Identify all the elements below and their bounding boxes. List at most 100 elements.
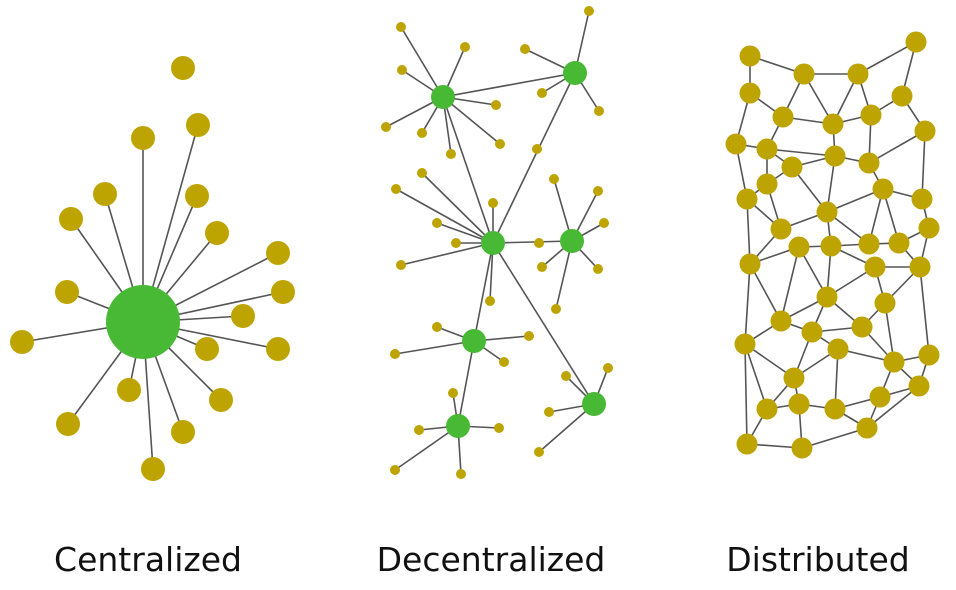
leaf-node <box>561 371 571 381</box>
mesh-edge <box>857 41 917 75</box>
mesh-node <box>872 178 894 200</box>
hub-link-edge <box>492 240 573 244</box>
mesh-node <box>781 156 803 178</box>
leaf-node <box>460 42 470 52</box>
leaf-node <box>499 357 509 367</box>
leaf-node <box>456 469 466 479</box>
mesh-edge <box>766 148 836 157</box>
peer-node <box>56 412 80 436</box>
mesh-edge <box>921 130 926 200</box>
leaf-node <box>495 139 505 149</box>
mesh-node <box>756 138 778 160</box>
leaf-node <box>534 447 544 457</box>
mesh-node <box>858 233 880 255</box>
leaf-edge <box>395 188 494 244</box>
relay-node <box>534 238 544 248</box>
leaf-node <box>494 423 504 433</box>
leaf-node <box>491 100 501 110</box>
hub-node <box>560 229 584 253</box>
mesh-node <box>874 292 896 314</box>
mesh-edge <box>919 266 930 356</box>
mesh-node <box>822 113 844 135</box>
leaf-node <box>551 304 561 314</box>
hub-link-edge <box>492 242 595 405</box>
mesh-node <box>816 286 838 308</box>
hub-link-edge <box>492 72 576 244</box>
peer-node <box>231 304 255 328</box>
mesh-edge <box>866 385 920 429</box>
mesh-node <box>918 217 940 239</box>
leaf-node <box>593 264 603 274</box>
hub-node <box>446 414 470 438</box>
leaf-node <box>432 322 442 332</box>
leaf-node <box>537 262 547 272</box>
leaf-node <box>417 128 427 138</box>
mesh-node <box>891 85 913 107</box>
mesh-node <box>888 232 910 254</box>
mesh-node <box>856 417 878 439</box>
mesh-node <box>918 344 940 366</box>
leaf-node <box>520 44 530 54</box>
hub-node <box>563 61 587 85</box>
leaf-node <box>485 296 495 306</box>
leaf-edge <box>442 96 501 145</box>
mesh-node <box>905 31 927 53</box>
mesh-node <box>864 256 886 278</box>
hub-node <box>481 231 505 255</box>
label-distributed: Distributed <box>726 540 910 579</box>
hub-link-edge <box>457 340 475 427</box>
leaf-node <box>417 168 427 178</box>
leaf-node <box>390 349 400 359</box>
mesh-node <box>756 173 778 195</box>
peer-node <box>205 221 229 245</box>
leaf-edge <box>538 403 595 453</box>
leaf-node <box>391 184 401 194</box>
mesh-node <box>816 201 838 223</box>
peer-node <box>266 241 290 265</box>
peer-node <box>186 113 210 137</box>
mesh-edge <box>780 246 800 322</box>
label-decentralized: Decentralized <box>376 540 606 579</box>
mesh-edge <box>868 130 926 164</box>
mesh-edge <box>744 343 748 445</box>
peer-node <box>171 420 195 444</box>
leaf-node <box>537 88 547 98</box>
central-hub-node <box>106 285 180 359</box>
mesh-node <box>860 104 882 126</box>
mesh-node <box>793 63 815 85</box>
mesh-node <box>847 63 869 85</box>
mesh-node <box>739 45 761 67</box>
leaf-node <box>599 218 609 228</box>
peer-node <box>117 378 141 402</box>
leaf-node <box>593 186 603 196</box>
mesh-node <box>770 218 792 240</box>
hub-node <box>582 392 606 416</box>
mesh-node <box>883 351 905 373</box>
hub-node <box>462 329 486 353</box>
label-centralized: Centralized <box>54 540 242 579</box>
leaf-node <box>396 22 406 32</box>
hub-link-edge <box>442 96 494 244</box>
mesh-node <box>736 433 758 455</box>
peer-node <box>185 184 209 208</box>
mesh-edge <box>801 427 868 449</box>
leaf-edge <box>394 340 475 355</box>
mesh-node <box>824 145 846 167</box>
mesh-edge <box>744 263 751 345</box>
leaf-node <box>397 65 407 75</box>
mesh-node <box>791 437 813 459</box>
leaf-node <box>488 198 498 208</box>
leaf-node <box>381 122 391 132</box>
mesh-node <box>783 367 805 389</box>
leaf-node <box>432 218 442 228</box>
leaf-edge <box>400 26 444 98</box>
peer-node <box>131 126 155 150</box>
mesh-node <box>914 120 936 142</box>
mesh-node <box>869 386 891 408</box>
peer-node <box>55 280 79 304</box>
leaf-edge <box>394 425 459 471</box>
mesh-node <box>851 316 873 338</box>
mesh-node <box>734 333 756 355</box>
mesh-node <box>858 152 880 174</box>
leaf-node <box>549 174 559 184</box>
